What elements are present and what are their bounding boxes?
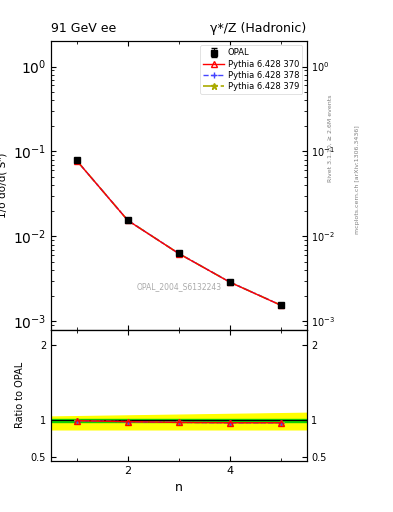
Pythia 6.428 370 [176,250,181,257]
Legend: OPAL, Pythia 6.428 370, Pythia 6.428 378, Pythia 6.428 379: OPAL, Pythia 6.428 370, Pythia 6.428 378… [200,45,302,94]
Pythia 6.428 379 [176,250,181,257]
Pythia 6.428 379 [125,217,130,223]
Pythia 6.428 379 [228,279,232,285]
Text: γ*/Z (Hadronic): γ*/Z (Hadronic) [210,22,307,35]
Line: Pythia 6.428 378: Pythia 6.428 378 [73,157,285,309]
Y-axis label: 1/σ dσ/d( Sⁿ): 1/σ dσ/d( Sⁿ) [0,153,7,218]
Text: Rivet 3.1.10, ≥ 2.6M events: Rivet 3.1.10, ≥ 2.6M events [328,95,332,182]
Pythia 6.428 370 [74,157,79,163]
Pythia 6.428 378 [279,302,283,308]
Text: mcplots.cern.ch [arXiv:1306.3436]: mcplots.cern.ch [arXiv:1306.3436] [355,125,360,233]
Pythia 6.428 370 [279,302,283,308]
Pythia 6.428 378 [228,279,232,285]
Pythia 6.428 378 [176,250,181,257]
Text: OPAL_2004_S6132243: OPAL_2004_S6132243 [136,282,221,291]
X-axis label: n: n [175,481,183,494]
Pythia 6.428 379 [279,302,283,308]
Text: 91 GeV ee: 91 GeV ee [51,22,116,35]
Pythia 6.428 379 [74,157,79,163]
Pythia 6.428 378 [74,157,79,163]
Pythia 6.428 378 [125,217,130,223]
Line: Pythia 6.428 370: Pythia 6.428 370 [74,158,284,308]
Y-axis label: Ratio to OPAL: Ratio to OPAL [15,362,25,429]
Pythia 6.428 370 [228,279,232,285]
Line: Pythia 6.428 379: Pythia 6.428 379 [73,157,285,309]
Pythia 6.428 370 [125,217,130,223]
